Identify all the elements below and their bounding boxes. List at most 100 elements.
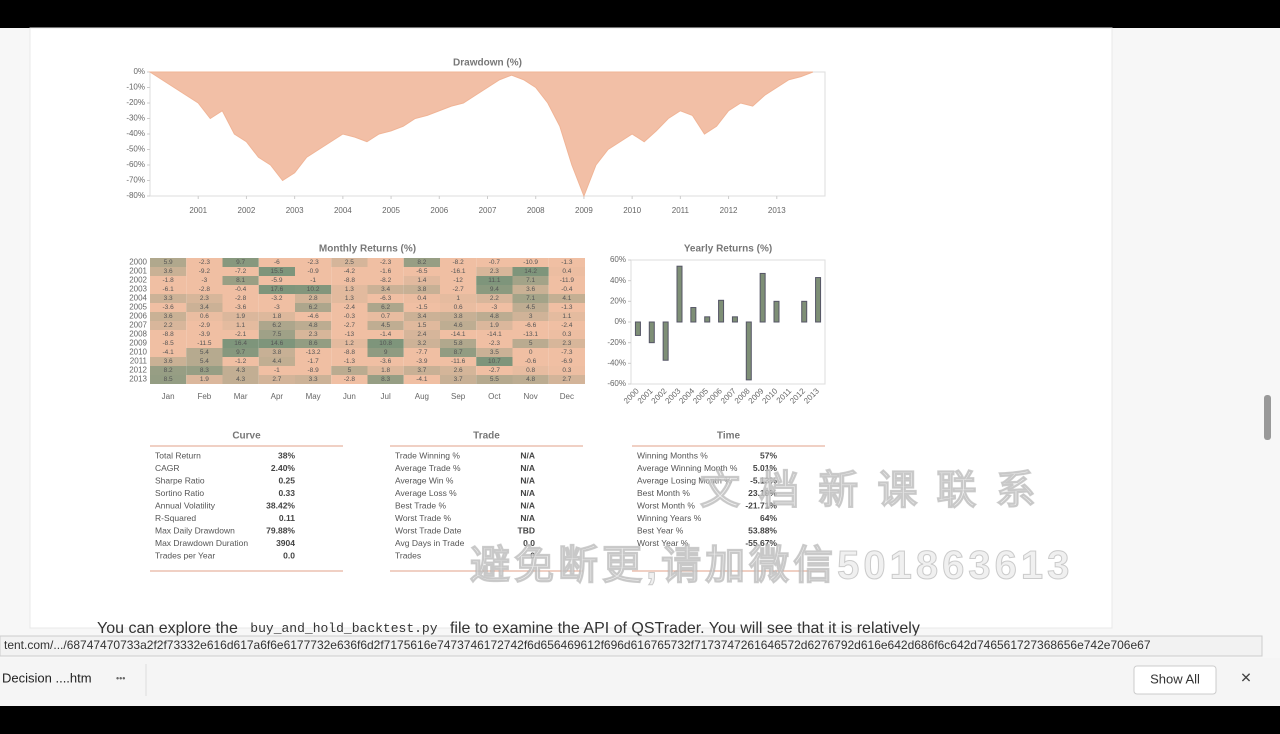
- heat-cell: [186, 312, 223, 321]
- download-file[interactable]: Decision ....htm: [2, 670, 92, 685]
- heat-cell: [548, 267, 585, 276]
- cell-label: 1.3: [345, 286, 354, 293]
- row-value: 5.01%: [753, 463, 778, 473]
- x-tick-label: Jan: [162, 392, 175, 401]
- heat-cell: [476, 285, 513, 294]
- cell-label: -4.1: [416, 376, 428, 383]
- cell-label: -6.1: [163, 286, 175, 293]
- heat-cell: [367, 294, 404, 303]
- cell-label: -3.2: [271, 295, 283, 302]
- cell-label: -16.1: [451, 268, 466, 275]
- show-all-label[interactable]: Show All: [1150, 671, 1200, 686]
- heat-cell: [258, 348, 295, 357]
- cell-label: -1: [274, 367, 280, 374]
- row-value: 64%: [760, 513, 777, 523]
- cell-label: 4.5: [526, 304, 535, 311]
- y-tick-label: 0%: [133, 67, 145, 76]
- heat-cell: [295, 267, 332, 276]
- row-value: 23.19%: [748, 488, 777, 498]
- row-label: Max Drawdown Duration: [155, 538, 248, 548]
- heat-cell: [548, 312, 585, 321]
- heat-cell: [150, 375, 187, 384]
- heat-cell: [295, 348, 332, 357]
- x-tick-label: Apr: [271, 392, 284, 401]
- heat-cell: [331, 258, 368, 267]
- heat-cell: [258, 267, 295, 276]
- cell-label: 3.4: [381, 286, 390, 293]
- heat-cell: [476, 276, 513, 285]
- heat-cell: [186, 276, 223, 285]
- heat-cell: [403, 330, 440, 339]
- row-label: Average Win %: [395, 475, 454, 485]
- cell-label: 1: [456, 295, 460, 302]
- row-value: 0.11: [279, 513, 295, 523]
- x-tick-label: Dec: [560, 392, 574, 401]
- show-all-button[interactable]: [1133, 665, 1217, 695]
- heat-cell: [222, 375, 259, 384]
- cell-label: -8.5: [163, 340, 175, 347]
- row-label: Trades: [395, 550, 421, 560]
- x-tick-label: 2003: [286, 206, 304, 215]
- heat-cell: [403, 303, 440, 312]
- row-label: Sharpe Ratio: [155, 475, 205, 485]
- cell-label: 5.8: [454, 340, 463, 347]
- cell-label: -2.8: [344, 376, 356, 383]
- cell-label: 3.7: [454, 376, 463, 383]
- cell-label: -1.8: [163, 277, 175, 284]
- cell-label: 1.2: [345, 340, 354, 347]
- cell-label: -14.1: [451, 331, 466, 338]
- cell-label: 2.5: [345, 259, 354, 266]
- cell-label: 0.6: [200, 313, 209, 320]
- cell-label: 4.8: [309, 322, 318, 329]
- cell-label: 3.6: [164, 313, 173, 320]
- x-tick-label: Aug: [415, 392, 429, 401]
- x-tick-label: Nov: [524, 392, 538, 401]
- heat-cell: [258, 276, 295, 285]
- close-button[interactable]: ✕: [1240, 670, 1252, 686]
- cell-label: 1.1: [562, 313, 571, 320]
- heat-cell: [403, 375, 440, 384]
- heat-cell: [258, 330, 295, 339]
- heat-cell: [367, 285, 404, 294]
- heat-cell: [548, 339, 585, 348]
- heat-cell: [512, 357, 549, 366]
- cell-label: 7.1: [526, 277, 535, 284]
- heat-cell: [512, 321, 549, 330]
- row-label: 2010: [129, 348, 147, 357]
- heat-cell: [331, 312, 368, 321]
- cell-label: 5.4: [200, 358, 209, 365]
- row-value: 53.88%: [748, 525, 777, 535]
- row-label: 2009: [129, 339, 147, 348]
- y-tick-label: -40%: [607, 358, 626, 367]
- scrollbar-thumb[interactable]: [1264, 395, 1271, 440]
- bar: [773, 300, 780, 323]
- download-menu[interactable]: •••: [116, 673, 125, 683]
- heat-cell: [440, 375, 477, 384]
- cell-label: 5: [529, 340, 533, 347]
- bar: [634, 321, 641, 336]
- heat-cell: [258, 321, 295, 330]
- cell-label: -8.8: [163, 331, 175, 338]
- cell-label: -1.5: [416, 304, 428, 311]
- cell-label: -4.1: [163, 349, 175, 356]
- row-label: CAGR: [155, 463, 180, 473]
- x-tick-label: Jul: [381, 392, 391, 401]
- cell-label: -6.9: [561, 358, 573, 365]
- heat-cell: [186, 321, 223, 330]
- heat-cell: [403, 258, 440, 267]
- heat-cell: [295, 357, 332, 366]
- cell-label: 1.1: [236, 322, 245, 329]
- heat-cell: [548, 357, 585, 366]
- cell-label: 2.7: [562, 376, 571, 383]
- cell-label: -1.3: [344, 358, 356, 365]
- x-tick-label: May: [306, 392, 321, 401]
- heat-cell: [548, 375, 585, 384]
- cell-label: 3.4: [417, 313, 426, 320]
- cell-label: -8.8: [344, 277, 356, 284]
- cell-label: 2.7: [272, 376, 281, 383]
- y-tick-label: 0%: [614, 317, 626, 326]
- bar: [801, 300, 808, 323]
- cell-label: -2.3: [199, 259, 211, 266]
- heat-cell: [548, 276, 585, 285]
